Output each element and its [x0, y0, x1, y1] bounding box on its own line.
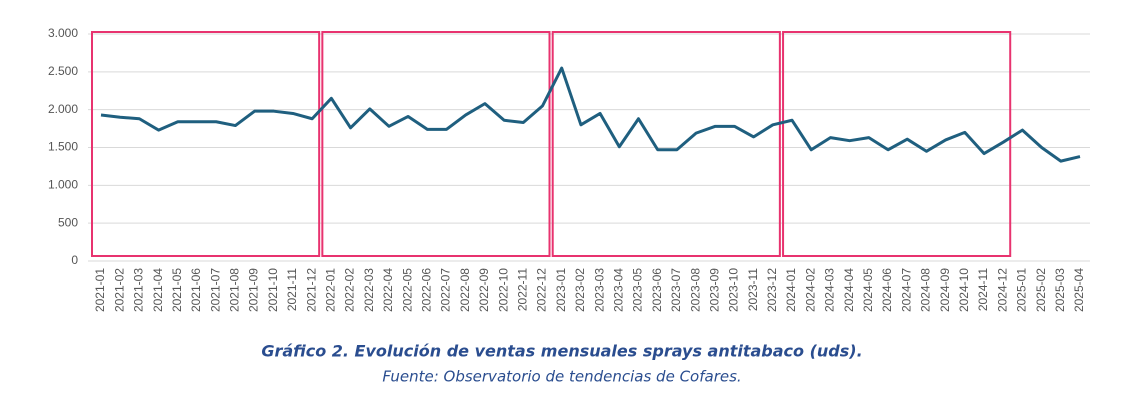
chart-title: Gráfico 2. Evolución de ventas mensuales… [261, 342, 862, 361]
x-tick-label: 2025-04 [1072, 268, 1086, 312]
x-tick-label: 2021-04 [151, 268, 165, 312]
x-tick-label: 2024-04 [842, 268, 856, 312]
y-tick-label: 1.000 [48, 178, 78, 192]
x-tick-label: 2023-05 [631, 268, 645, 312]
x-tick-label: 2022-02 [343, 268, 357, 312]
x-tick-label: 2024-02 [803, 268, 817, 312]
x-tick-label: 2022-10 [496, 268, 510, 312]
x-tick-label: 2023-02 [573, 268, 587, 312]
x-tick-label: 2025-03 [1053, 268, 1067, 312]
x-tick-label: 2022-06 [420, 268, 434, 312]
line-series [100, 66, 1081, 163]
x-tick-label: 2024-07 [899, 268, 913, 312]
x-tick-label: 2024-11 [976, 268, 990, 311]
x-tick-label: 2024-08 [919, 268, 933, 312]
x-tick-label: 2024-12 [995, 268, 1009, 312]
year-box [782, 31, 1012, 257]
x-tick-label: 2022-04 [381, 268, 395, 312]
x-tick-label: 2023-09 [707, 268, 721, 312]
x-tick-label: 2021-09 [247, 268, 261, 312]
x-tick-label: 2022-01 [324, 268, 338, 312]
year-box [91, 31, 321, 257]
x-tick-label: 2023-03 [592, 268, 606, 312]
x-tick-label: 2022-09 [477, 268, 491, 312]
x-tick-label: 2021-06 [189, 268, 203, 312]
x-tick-label: 2024-10 [957, 268, 971, 312]
x-tick-label: 2021-02 [112, 268, 126, 312]
x-tick-label: 2023-10 [727, 268, 741, 312]
y-tick-label: 2.000 [48, 102, 78, 116]
x-tick-label: 2023-06 [650, 268, 664, 312]
x-tick-label: 2023-01 [554, 268, 568, 312]
x-tick-label: 2021-07 [208, 268, 222, 312]
x-tick-label: 2021-05 [170, 268, 184, 312]
year-box [551, 31, 781, 257]
x-tick-label: 2022-08 [458, 268, 472, 312]
y-tick-label: 2.500 [48, 64, 78, 78]
y-tick-label: 1.500 [48, 140, 78, 154]
x-tick-label: 2021-10 [266, 268, 280, 312]
x-tick-label: 2022-12 [535, 268, 549, 312]
x-tick-label: 2024-06 [880, 268, 894, 312]
x-tick-label: 2023-08 [688, 268, 702, 312]
x-tick-label: 2023-07 [669, 268, 683, 312]
x-tick-label: 2024-09 [938, 268, 952, 312]
x-tick-label: 2021-03 [132, 268, 146, 312]
chart-source: Fuente: Observatorio de tendencias de Co… [382, 368, 741, 386]
x-tick-label: 2021-12 [304, 268, 318, 312]
y-tick-label: 500 [58, 215, 78, 229]
x-tick-label: 2024-03 [823, 268, 837, 312]
x-tick-label: 2022-11 [515, 268, 529, 311]
x-tick-label: 2021-01 [93, 268, 107, 312]
x-tick-label: 2024-01 [784, 268, 798, 312]
y-tick-label: 0 [71, 253, 78, 267]
x-tick-label: 2021-08 [228, 268, 242, 312]
x-tick-label: 2025-02 [1034, 268, 1048, 312]
x-tick-label: 2022-07 [439, 268, 453, 312]
x-tick-label: 2025-01 [1015, 268, 1029, 312]
y-tick-label: 3.000 [48, 26, 78, 40]
x-tick-label: 2021-11 [285, 268, 299, 311]
x-tick-label: 2023-04 [611, 268, 625, 312]
year-box [321, 31, 551, 257]
x-tick-label: 2022-03 [362, 268, 376, 312]
x-tick-label: 2023-12 [765, 268, 779, 312]
x-tick-label: 2024-05 [861, 268, 875, 312]
x-tick-label: 2022-05 [400, 268, 414, 312]
x-tick-label: 2023-11 [746, 268, 760, 311]
